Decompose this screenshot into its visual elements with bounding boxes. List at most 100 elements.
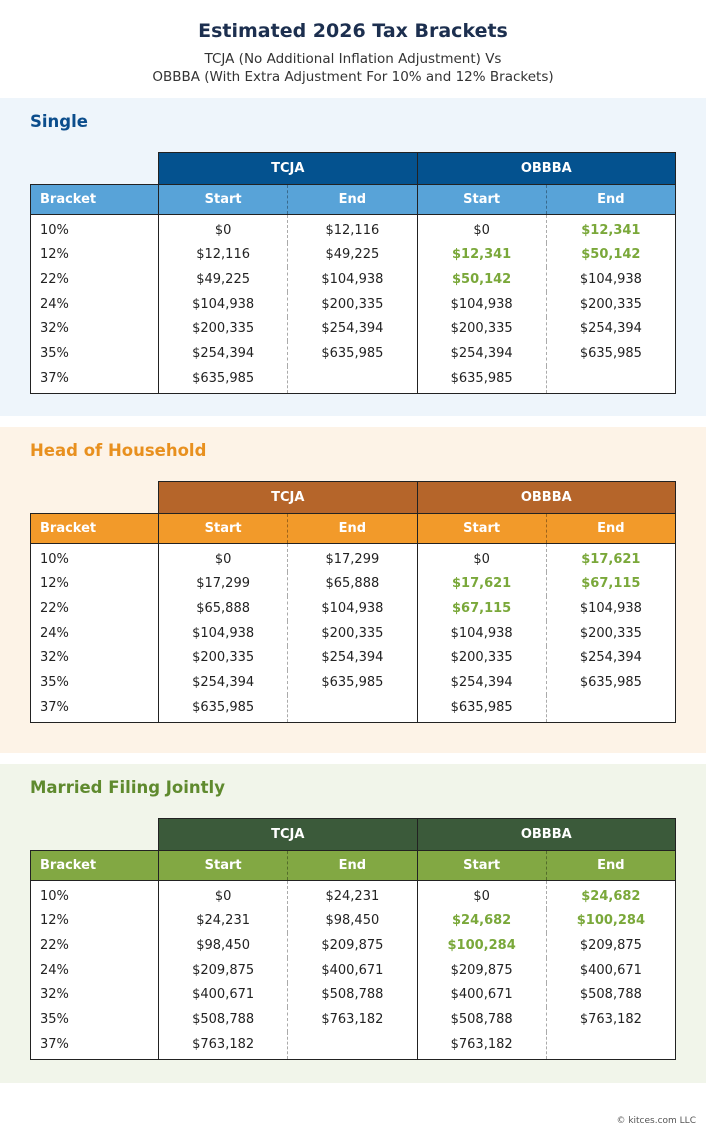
tcja-start-cell: $0 bbox=[158, 214, 289, 243]
table-row: 32% $200,335 $254,394 $200,335 $254,394 bbox=[30, 645, 677, 671]
header-obbba-start: Start bbox=[417, 850, 547, 881]
tcja-end-cell: $200,335 bbox=[287, 620, 418, 646]
tcja-start-cell: $209,875 bbox=[158, 957, 289, 983]
tcja-start-cell: $104,938 bbox=[158, 291, 289, 317]
table-row: 22% $98,450 $209,875 $100,284 $209,875 bbox=[30, 933, 677, 958]
obbba-end-cell bbox=[546, 694, 677, 724]
tcja-start-cell: $98,450 bbox=[158, 933, 289, 958]
bracket-rate: 37% bbox=[30, 1031, 159, 1061]
bracket-rate: 32% bbox=[30, 645, 159, 671]
obbba-start-cell: $508,788 bbox=[417, 1007, 547, 1032]
obbba-end-cell: $12,341 bbox=[546, 214, 677, 243]
header-obbba-start: Start bbox=[417, 184, 547, 215]
tcja-end-cell: $254,394 bbox=[287, 316, 418, 342]
table-row: 10% $0 $17,299 $0 $17,621 bbox=[30, 543, 677, 572]
header-tcja-end: End bbox=[287, 184, 418, 215]
obbba-start-cell: $254,394 bbox=[417, 341, 547, 366]
obbba-start-cell: $104,938 bbox=[417, 291, 547, 317]
obbba-end-cell: $104,938 bbox=[546, 267, 677, 292]
tcja-end-cell: $200,335 bbox=[287, 291, 418, 317]
table-row: 35% $254,394 $635,985 $254,394 $635,985 bbox=[30, 341, 677, 366]
group-header-obbba: OBBBA bbox=[416, 818, 676, 851]
table-row: 12% $17,299 $65,888 $17,621 $67,115 bbox=[30, 571, 677, 597]
obbba-start-cell: $24,682 bbox=[417, 908, 547, 934]
obbba-start-cell: $209,875 bbox=[417, 957, 547, 983]
obbba-end-cell: $254,394 bbox=[546, 645, 677, 671]
obbba-start-cell: $67,115 bbox=[417, 596, 547, 621]
section-head-of-household: Head of Household TCJA OBBBA Bracket Sta… bbox=[0, 427, 706, 753]
table-row: 37% $763,182 $763,182 bbox=[30, 1031, 677, 1061]
tcja-start-cell: $200,335 bbox=[158, 645, 289, 671]
tcja-start-cell: $12,116 bbox=[158, 242, 289, 268]
obbba-start-cell: $50,142 bbox=[417, 267, 547, 292]
tcja-end-cell: $209,875 bbox=[287, 933, 418, 958]
subtitle-line-2: OBBBA (With Extra Adjustment For 10% and… bbox=[152, 69, 554, 85]
bracket-rate: 37% bbox=[30, 365, 159, 395]
obbba-start-cell: $763,182 bbox=[417, 1031, 547, 1061]
table-row: 24% $104,938 $200,335 $104,938 $200,335 bbox=[30, 291, 677, 317]
group-header-tcja: TCJA bbox=[158, 818, 418, 851]
obbba-start-cell: $0 bbox=[417, 543, 547, 572]
empty-header-cell bbox=[30, 481, 159, 514]
page-subtitle: TCJA (No Additional Inflation Adjustment… bbox=[0, 50, 706, 86]
header-tcja-end: End bbox=[287, 850, 418, 881]
tcja-start-cell: $635,985 bbox=[158, 694, 289, 724]
tcja-start-cell: $254,394 bbox=[158, 670, 289, 695]
obbba-end-cell: $635,985 bbox=[546, 670, 677, 695]
header-bracket: Bracket bbox=[30, 513, 159, 544]
header-tcja-start: Start bbox=[158, 850, 289, 881]
tcja-start-cell: $49,225 bbox=[158, 267, 289, 292]
obbba-end-cell: $200,335 bbox=[546, 291, 677, 317]
obbba-end-cell: $400,671 bbox=[546, 957, 677, 983]
table-row: 10% $0 $12,116 $0 $12,341 bbox=[30, 214, 677, 243]
table-row: 32% $200,335 $254,394 $200,335 $254,394 bbox=[30, 316, 677, 342]
header-tcja-start: Start bbox=[158, 184, 289, 215]
obbba-end-cell: $100,284 bbox=[546, 908, 677, 934]
bracket-rate: 37% bbox=[30, 694, 159, 724]
table-row: 22% $65,888 $104,938 $67,115 $104,938 bbox=[30, 596, 677, 621]
obbba-end-cell: $24,682 bbox=[546, 880, 677, 909]
section-married-filing-jointly: Married Filing Jointly TCJA OBBBA Bracke… bbox=[0, 764, 706, 1083]
bracket-rate: 35% bbox=[30, 341, 159, 366]
obbba-end-cell: $209,875 bbox=[546, 933, 677, 958]
tcja-start-cell: $400,671 bbox=[158, 982, 289, 1008]
header-obbba-end: End bbox=[546, 850, 677, 881]
obbba-start-cell: $12,341 bbox=[417, 242, 547, 268]
bracket-rate: 24% bbox=[30, 957, 159, 983]
tcja-start-cell: $763,182 bbox=[158, 1031, 289, 1061]
bracket-table-married-filing-jointly: TCJA OBBBA Bracket Start End Start End 10… bbox=[30, 818, 677, 1061]
bracket-rate: 24% bbox=[30, 620, 159, 646]
obbba-start-cell: $104,938 bbox=[417, 620, 547, 646]
tcja-end-cell: $24,231 bbox=[287, 880, 418, 909]
obbba-end-cell: $763,182 bbox=[546, 1007, 677, 1032]
table-row: 22% $49,225 $104,938 $50,142 $104,938 bbox=[30, 267, 677, 292]
bracket-rate: 24% bbox=[30, 291, 159, 317]
bracket-rate: 10% bbox=[30, 880, 159, 909]
bracket-rate: 35% bbox=[30, 670, 159, 695]
obbba-end-cell: $104,938 bbox=[546, 596, 677, 621]
header-obbba-start: Start bbox=[417, 513, 547, 544]
tcja-end-cell bbox=[287, 365, 418, 395]
obbba-end-cell: $508,788 bbox=[546, 982, 677, 1008]
table-row: 24% $104,938 $200,335 $104,938 $200,335 bbox=[30, 620, 677, 646]
tcja-end-cell: $65,888 bbox=[287, 571, 418, 597]
tcja-start-cell: $254,394 bbox=[158, 341, 289, 366]
table-row: 35% $254,394 $635,985 $254,394 $635,985 bbox=[30, 670, 677, 695]
tcja-end-cell: $104,938 bbox=[287, 267, 418, 292]
bracket-rate: 12% bbox=[30, 908, 159, 934]
obbba-end-cell: $200,335 bbox=[546, 620, 677, 646]
tcja-start-cell: $0 bbox=[158, 880, 289, 909]
table-row: 37% $635,985 $635,985 bbox=[30, 365, 677, 395]
table-row: 32% $400,671 $508,788 $400,671 $508,788 bbox=[30, 982, 677, 1008]
tcja-end-cell bbox=[287, 694, 418, 724]
tcja-end-cell: $12,116 bbox=[287, 214, 418, 243]
obbba-start-cell: $400,671 bbox=[417, 982, 547, 1008]
tcja-start-cell: $17,299 bbox=[158, 571, 289, 597]
obbba-start-cell: $200,335 bbox=[417, 316, 547, 342]
bracket-rate: 10% bbox=[30, 543, 159, 572]
section-title: Married Filing Jointly bbox=[30, 778, 225, 797]
tcja-end-cell: $17,299 bbox=[287, 543, 418, 572]
group-header-obbba: OBBBA bbox=[416, 481, 676, 514]
bracket-rate: 32% bbox=[30, 316, 159, 342]
obbba-end-cell bbox=[546, 1031, 677, 1061]
